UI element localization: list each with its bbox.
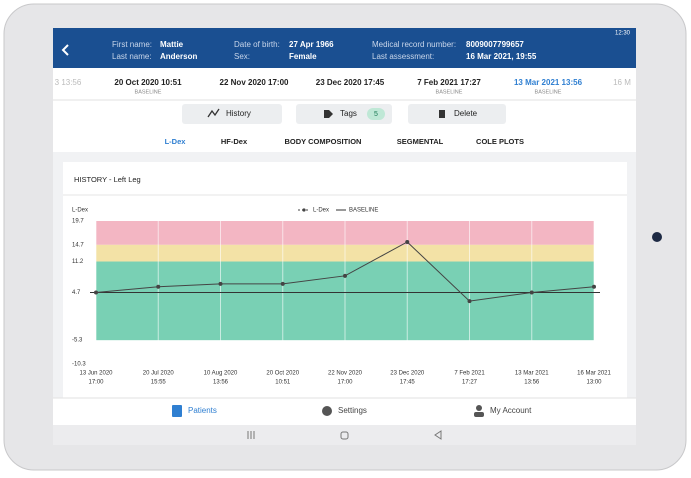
tab[interactable]: SEGMENTAL xyxy=(397,137,444,146)
button-label: Tags xyxy=(340,109,357,118)
y-axis-label: L-Dex xyxy=(72,208,88,214)
assessment-date[interactable]: 22 Nov 2020 17:00 xyxy=(220,78,289,87)
x-tick-label: 23 Dec 2020 xyxy=(390,371,425,377)
x-tick-label: 15:55 xyxy=(151,380,167,386)
system-bar xyxy=(53,425,636,445)
assessment-tag: BASELINE xyxy=(436,89,463,95)
delete-button[interactable] xyxy=(408,104,506,124)
point xyxy=(218,281,223,286)
assessment-date[interactable]: 3 13:56 xyxy=(55,78,82,87)
icon xyxy=(207,108,220,118)
camera xyxy=(652,232,662,242)
point xyxy=(405,239,410,244)
legend-swatch xyxy=(302,208,306,212)
value: 16 Mar 2021, 19:55 xyxy=(466,52,537,61)
nav-account[interactable]: My Account xyxy=(490,406,532,415)
tab[interactable]: COLE PLOTS xyxy=(476,137,524,146)
legend-label: L-Dex xyxy=(313,208,329,214)
y-tick-label: -10.3 xyxy=(72,362,86,368)
header-bar xyxy=(53,28,636,68)
back-button[interactable] xyxy=(61,44,69,56)
x-tick-label: 13 Mar 2021 xyxy=(515,371,549,377)
legend-label: BASELINE xyxy=(349,208,378,214)
x-tick-label: 10 Aug 2020 xyxy=(204,371,238,377)
x-tick-label: 13:56 xyxy=(524,380,540,386)
label: Sex: xyxy=(234,52,250,61)
icon xyxy=(474,412,484,417)
value: 8009007799657 xyxy=(466,40,524,49)
x-tick-label: 13:56 xyxy=(213,380,229,386)
y-tick-label: 4.7 xyxy=(72,290,81,296)
value: Female xyxy=(289,52,317,61)
point xyxy=(156,284,161,289)
assessment-date[interactable]: 13 Mar 2021 13:56 xyxy=(514,78,583,87)
tabs: L-Dex HF-Dex BODY COMPOSITION SEGMENTAL COLE… xyxy=(165,137,524,146)
point xyxy=(280,281,285,286)
icon xyxy=(324,110,333,118)
value: 27 Apr 1966 xyxy=(289,40,334,49)
y-tick-label: 11.2 xyxy=(72,259,84,265)
nav-patients[interactable]: Patients xyxy=(188,406,217,415)
card-title: HISTORY - Left Leg xyxy=(74,175,141,184)
x-tick-label: 20 Jul 2020 xyxy=(143,371,175,377)
back-nav-button[interactable] xyxy=(434,430,442,440)
chart: L-Dex 19.7 14.7 11.2 4.7 -5.3 -10.3 13 Jun 2020… xyxy=(72,208,612,386)
tab[interactable]: HF-Dex xyxy=(221,137,248,146)
x-tick-label: 13:00 xyxy=(586,380,602,386)
x-tick-label: 16 Mar 2021 xyxy=(577,371,611,377)
x-tick-label: 17:00 xyxy=(88,380,104,386)
icon xyxy=(439,110,445,118)
assessment-tag: BASELINE xyxy=(535,89,562,95)
assessment-date[interactable]: 7 Feb 2021 17:27 xyxy=(417,78,481,87)
tab[interactable]: BODY COMPOSITION xyxy=(285,137,362,146)
assessment-date[interactable]: 20 Oct 2020 10:51 xyxy=(114,78,182,87)
status-time: 12:30 xyxy=(615,31,631,37)
point xyxy=(592,284,596,289)
icon xyxy=(172,405,182,417)
button-label: Delete xyxy=(454,109,478,118)
label: Last name: xyxy=(112,52,152,61)
label: Date of birth: xyxy=(234,40,280,49)
history-button[interactable] xyxy=(182,104,282,124)
tab[interactable]: L-Dex xyxy=(165,137,187,146)
nav-settings[interactable]: Settings xyxy=(338,406,367,415)
x-tick-label: 20 Oct 2020 xyxy=(266,371,299,377)
icon xyxy=(476,405,482,411)
x-tick-label: 17:45 xyxy=(400,380,416,386)
y-tick-label: 14.7 xyxy=(72,242,84,248)
x-tick-label: 7 Feb 2021 xyxy=(454,371,485,377)
point xyxy=(467,299,472,304)
badge-count: 5 xyxy=(374,111,378,118)
recents-button[interactable] xyxy=(247,431,255,439)
assessment-date[interactable]: 16 M xyxy=(613,78,631,87)
badge xyxy=(367,108,385,120)
assessment-date[interactable]: 23 Dec 2020 17:45 xyxy=(316,78,385,87)
label: First name: xyxy=(112,40,152,49)
y-tick-label: -5.3 xyxy=(72,338,83,344)
point xyxy=(94,290,98,295)
tags-button[interactable] xyxy=(296,104,392,124)
value: Anderson xyxy=(160,52,197,61)
point xyxy=(529,290,534,295)
y-tick-label: 19.7 xyxy=(72,219,84,225)
icon xyxy=(322,406,332,416)
x-tick-label: 13 Jun 2020 xyxy=(79,371,113,377)
x-tick-label: 22 Nov 2020 xyxy=(328,371,363,377)
label: Medical record number: xyxy=(372,40,456,49)
button-label: History xyxy=(226,109,251,118)
x-tick-label: 10:51 xyxy=(275,380,291,386)
assessment-strip: 3 13:56 20 Oct 2020 10:51 BASELINE 22 Nov 2… xyxy=(55,78,632,95)
value: Mattie xyxy=(160,40,184,49)
label: Last assessment: xyxy=(372,52,434,61)
point xyxy=(343,273,347,278)
assessment-tag: BASELINE xyxy=(135,89,162,95)
x-tick-label: 17:27 xyxy=(462,380,478,386)
x-tick-label: 17:00 xyxy=(337,380,353,386)
home-button[interactable] xyxy=(340,431,349,440)
